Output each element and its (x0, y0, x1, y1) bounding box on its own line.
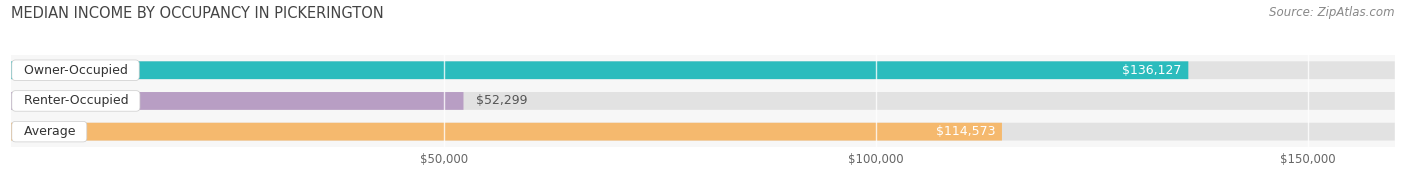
FancyBboxPatch shape (11, 61, 1188, 79)
FancyBboxPatch shape (11, 92, 1395, 110)
FancyBboxPatch shape (11, 123, 1002, 141)
FancyBboxPatch shape (11, 61, 1395, 79)
Text: MEDIAN INCOME BY OCCUPANCY IN PICKERINGTON: MEDIAN INCOME BY OCCUPANCY IN PICKERINGT… (11, 6, 384, 21)
Text: $52,299: $52,299 (477, 94, 527, 107)
Text: Owner-Occupied: Owner-Occupied (15, 64, 135, 77)
Text: Renter-Occupied: Renter-Occupied (15, 94, 136, 107)
FancyBboxPatch shape (11, 123, 1395, 141)
Text: $136,127: $136,127 (1122, 64, 1181, 77)
Text: Source: ZipAtlas.com: Source: ZipAtlas.com (1270, 6, 1395, 19)
Text: Average: Average (15, 125, 83, 138)
FancyBboxPatch shape (11, 92, 464, 110)
Text: $114,573: $114,573 (935, 125, 995, 138)
